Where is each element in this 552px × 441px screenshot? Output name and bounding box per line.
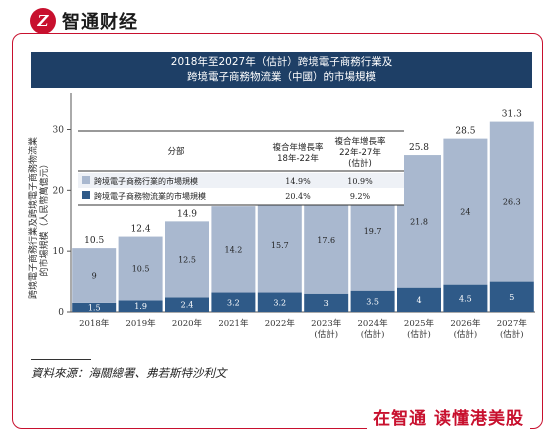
bar-ecommerce	[489, 121, 534, 282]
cagr-value-18-22: 14.9%	[285, 177, 311, 186]
bar-ecommerce	[118, 236, 163, 301]
y-axis-title: 跨境電子商務行業及跨境電子商務物流業	[27, 137, 39, 299]
brand-name: 智通财经	[62, 12, 138, 33]
brand-mark-icon: Z	[30, 8, 56, 34]
slogan: 在智通 读懂港美股	[367, 404, 530, 429]
bar-logistics	[489, 281, 534, 312]
table-header-cagr-18-22: 複合年增長率	[272, 142, 324, 153]
data-label-logistics: 4	[416, 296, 421, 305]
x-tick-label: 2020年	[172, 318, 203, 329]
bar-ecommerce	[72, 248, 117, 303]
x-tick-label: (估計)	[454, 329, 478, 340]
data-label-total: 14.9	[177, 209, 197, 219]
table-row-highlight	[78, 173, 404, 188]
bar-logistics	[72, 302, 117, 312]
cagr-value-18-22: 20.4%	[285, 192, 311, 201]
data-label-ecommerce: 15.7	[271, 241, 289, 250]
bar-ecommerce	[443, 138, 488, 285]
bar-logistics	[443, 284, 488, 312]
bar-ecommerce	[397, 155, 441, 288]
data-label-logistics: 3	[324, 299, 329, 308]
bar-logistics	[397, 287, 441, 312]
data-label-logistics: 2.4	[181, 301, 194, 310]
data-label-ecommerce: 19.7	[364, 227, 382, 236]
y-tick-label: 20	[53, 186, 65, 196]
data-label-total: 28.5	[455, 127, 475, 137]
table-header-cagr-22-27: 複合年增長率	[334, 136, 386, 147]
data-label-logistics: 1.9	[134, 302, 147, 311]
brand-logo[interactable]: Z 智通财经	[30, 8, 138, 34]
source-rule	[31, 359, 91, 360]
x-tick-label: (估計)	[361, 329, 385, 340]
data-label-logistics: 3.5	[366, 297, 379, 306]
x-tick-label: 2019年	[126, 318, 157, 329]
x-tick-label: (估計)	[314, 329, 338, 340]
table-header-segment: 分部	[167, 146, 185, 157]
bar-logistics	[211, 292, 256, 312]
data-label-ecommerce: 12.5	[178, 255, 196, 264]
x-tick-label: 2027年	[497, 318, 528, 329]
legend-swatch	[82, 191, 90, 199]
data-label-total: 25.8	[409, 143, 429, 153]
data-label-ecommerce: 21.8	[410, 217, 428, 226]
data-label-logistics: 1.5	[88, 303, 101, 312]
bar-ecommerce	[165, 221, 209, 298]
legend-label: 跨境電子商務物流業的市場規模	[94, 191, 206, 201]
source-note: 資料來源：海關總署、弗若斯特沙利文	[31, 366, 227, 380]
data-label-total: 10.5	[84, 236, 104, 246]
bar-logistics	[304, 293, 349, 312]
x-tick-label: (估計)	[500, 329, 524, 340]
data-label-logistics: 4.5	[459, 294, 472, 303]
data-label-total: 31.3	[502, 110, 522, 120]
x-tick-label: 2025年	[404, 318, 435, 329]
data-label-ecommerce: 24	[460, 208, 470, 217]
bar-logistics	[165, 297, 209, 312]
x-tick-label: 2022年	[265, 318, 296, 329]
bar-ecommerce	[257, 197, 302, 293]
cagr-table	[78, 131, 404, 205]
data-label-logistics: 3.2	[227, 298, 240, 307]
card-frame	[12, 33, 543, 429]
x-tick-label: 2026年	[450, 318, 481, 329]
x-tick-label: 2021年	[218, 318, 249, 329]
table-header-cagr-22-27: (估計)	[348, 158, 372, 169]
data-label-ecommerce: 17.6	[317, 236, 335, 245]
data-label-ecommerce: 9	[92, 272, 97, 281]
data-label-ecommerce: 26.3	[503, 198, 521, 207]
table-header-cagr-18-22: 18年-22年	[277, 153, 319, 164]
x-tick-label: 2023年	[311, 318, 342, 329]
data-label-ecommerce: 10.5	[132, 265, 150, 274]
chart-title: 2018年至2027年（估計）跨境電子商務行業及 跨境電子商務物流業（中國）的市…	[31, 52, 532, 88]
data-label-ecommerce: 14.2	[224, 245, 242, 254]
legend-swatch	[82, 176, 90, 184]
bar-logistics	[118, 300, 163, 312]
cagr-value-22-27: 9.2%	[350, 192, 371, 201]
data-label-logistics: 5	[509, 293, 514, 302]
x-tick-label: 2018年	[79, 318, 110, 329]
y-tick-label: 0	[58, 308, 64, 318]
chart-title-line-2: 跨境電子商務物流業（中國）的市場規模	[187, 71, 376, 83]
x-tick-label: 2024年	[358, 318, 389, 329]
y-tick-label: 10	[53, 247, 65, 257]
cagr-value-22-27: 10.9%	[347, 177, 373, 186]
bar-ecommerce	[211, 206, 256, 293]
bar-logistics	[257, 292, 302, 312]
legend-label: 跨境電子商務行業的市場規模	[94, 176, 198, 186]
chart-title-line-1: 2018年至2027年（估計）跨境電子商務行業及	[170, 56, 393, 68]
x-tick-label: (估計)	[407, 329, 431, 340]
y-axis-title: 的市場規模（人民幣萬億元）	[38, 159, 50, 276]
y-tick-label: 30	[53, 126, 65, 136]
table-header-cagr-22-27: 22年-27年	[339, 147, 381, 158]
data-label-total: 12.4	[131, 225, 151, 235]
bar-logistics	[350, 290, 395, 312]
data-label-logistics: 3.2	[273, 298, 286, 307]
